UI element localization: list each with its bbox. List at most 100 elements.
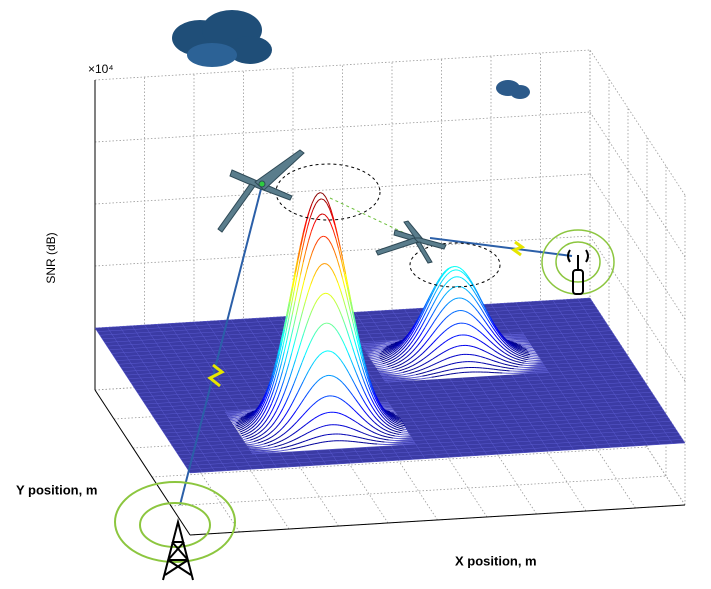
y-axis bbox=[94, 389, 191, 536]
peak-mesh bbox=[435, 336, 440, 340]
peak-mesh bbox=[371, 399, 375, 406]
peak-mesh bbox=[411, 325, 415, 331]
peak-mesh bbox=[353, 339, 358, 350]
peak-mesh bbox=[313, 271, 317, 278]
peak-mesh bbox=[515, 353, 519, 356]
peak-mesh bbox=[387, 349, 391, 352]
peak-mesh bbox=[430, 373, 434, 375]
peak-mesh bbox=[340, 360, 345, 365]
peak-mesh bbox=[338, 309, 343, 316]
peak-mesh bbox=[373, 392, 378, 399]
peak-mesh bbox=[359, 347, 364, 359]
peak-mesh bbox=[251, 435, 255, 438]
peak-mesh bbox=[395, 367, 399, 370]
peak-mesh bbox=[255, 408, 259, 414]
peak-mesh bbox=[337, 356, 342, 361]
peak-mesh bbox=[501, 350, 505, 354]
peak-mesh bbox=[516, 360, 520, 363]
peak-mesh bbox=[377, 358, 381, 360]
peak-mesh bbox=[302, 376, 307, 383]
peak-mesh bbox=[281, 329, 286, 343]
peak-mesh bbox=[242, 424, 246, 428]
peak-mesh bbox=[278, 341, 283, 355]
peak-mesh bbox=[344, 414, 348, 417]
peak-mesh bbox=[423, 303, 427, 310]
peak-mesh bbox=[291, 342, 295, 354]
peak-mesh bbox=[255, 416, 260, 422]
peak-mesh bbox=[386, 423, 390, 427]
peak-mesh bbox=[259, 429, 264, 433]
peak-mesh bbox=[391, 417, 395, 420]
peak-mesh bbox=[339, 247, 344, 261]
peak-mesh bbox=[408, 361, 413, 365]
peak-mesh bbox=[251, 418, 256, 423]
peak-mesh bbox=[243, 417, 248, 421]
peak-mesh bbox=[323, 322, 327, 325]
peak-mesh bbox=[380, 438, 384, 440]
peak-mesh bbox=[279, 408, 284, 414]
peak-mesh bbox=[347, 426, 351, 429]
peak-mesh bbox=[425, 366, 429, 369]
peak-mesh bbox=[470, 294, 475, 299]
peak-mesh bbox=[436, 361, 440, 364]
peak-mesh bbox=[300, 445, 304, 448]
peak-mesh bbox=[431, 349, 435, 353]
peak-mesh bbox=[283, 372, 287, 382]
peak-mesh bbox=[257, 422, 262, 427]
peak-mesh bbox=[245, 411, 249, 414]
peak-mesh bbox=[443, 350, 447, 353]
peak-mesh bbox=[291, 398, 296, 404]
peak-mesh bbox=[432, 308, 437, 314]
peak-mesh bbox=[382, 348, 386, 351]
peak-mesh bbox=[422, 367, 426, 370]
peak-mesh bbox=[384, 347, 388, 349]
peak-mesh bbox=[293, 332, 298, 344]
peak-mesh bbox=[326, 263, 331, 267]
peak-mesh bbox=[521, 348, 525, 350]
peak-mesh bbox=[241, 413, 245, 416]
peak-mesh bbox=[278, 440, 282, 443]
peak-mesh bbox=[298, 291, 303, 304]
peak-mesh bbox=[266, 414, 271, 420]
peak-mesh bbox=[504, 363, 508, 366]
peak-mesh bbox=[477, 298, 482, 304]
peak-mesh bbox=[382, 411, 387, 416]
peak-mesh bbox=[377, 415, 382, 420]
peak-mesh bbox=[379, 352, 383, 355]
peak-mesh bbox=[311, 245, 316, 253]
peak-mesh bbox=[287, 339, 292, 351]
peak-mesh bbox=[237, 419, 241, 422]
peak-mesh bbox=[480, 355, 484, 358]
peak-mesh bbox=[304, 348, 308, 356]
peak-mesh bbox=[364, 392, 368, 399]
peak-mesh bbox=[361, 417, 366, 421]
peak-mesh bbox=[468, 279, 473, 284]
peak-mesh bbox=[339, 424, 343, 427]
peak-mesh bbox=[279, 444, 283, 446]
peak-mesh bbox=[396, 355, 400, 358]
peak-mesh bbox=[244, 427, 248, 431]
peak-mesh bbox=[372, 407, 376, 413]
peak-mesh bbox=[300, 398, 305, 404]
peak-mesh bbox=[315, 399, 319, 403]
peak-mesh bbox=[317, 442, 321, 444]
peak-mesh bbox=[437, 323, 442, 328]
peak-mesh bbox=[523, 356, 527, 359]
peak-mesh bbox=[246, 419, 251, 423]
peak-mesh bbox=[236, 418, 240, 421]
peak-mesh bbox=[312, 401, 317, 405]
peak-mesh bbox=[287, 390, 292, 398]
peak-mesh bbox=[342, 299, 347, 310]
peak-mesh bbox=[382, 362, 386, 365]
peak-mesh bbox=[250, 413, 254, 417]
peak-mesh bbox=[472, 315, 477, 320]
peak-mesh bbox=[294, 392, 298, 399]
peak-mesh bbox=[392, 419, 397, 422]
peak-mesh bbox=[271, 396, 275, 404]
peak-mesh bbox=[352, 347, 356, 357]
peak-mesh bbox=[482, 303, 486, 310]
peak-mesh bbox=[235, 424, 239, 427]
peak-mesh bbox=[396, 426, 400, 429]
peak-mesh bbox=[280, 417, 285, 422]
